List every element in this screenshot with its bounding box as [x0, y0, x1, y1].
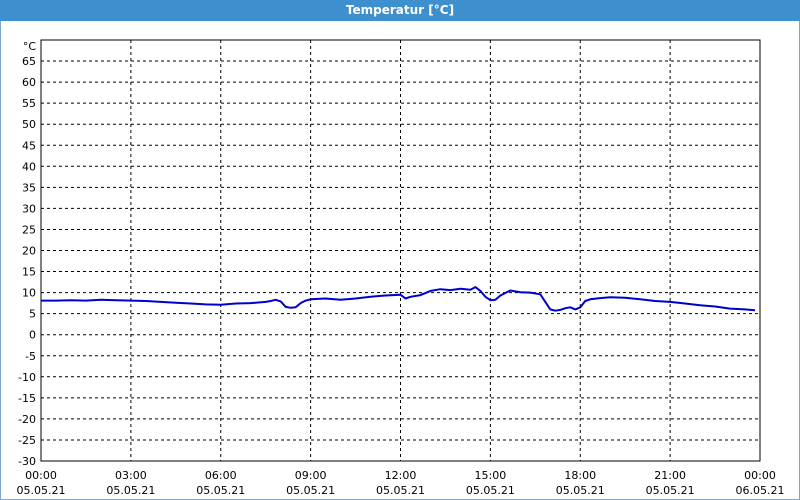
y-tick-label: 10: [22, 287, 36, 300]
x-tick-time-label: 00:00: [744, 469, 776, 482]
y-tick-label: 0: [29, 329, 36, 342]
y-tick-label: 65: [22, 55, 36, 68]
y-tick-label: 40: [22, 160, 36, 173]
y-axis-unit-label: °C: [23, 40, 37, 53]
y-tick-label: -5: [25, 350, 36, 363]
x-tick-date-label: 05.05.21: [556, 484, 605, 497]
y-tick-label: 20: [22, 245, 36, 258]
y-tick-label: -30: [18, 455, 36, 468]
x-tick-date-label: 05.05.21: [466, 484, 515, 497]
x-tick-date-label: 05.05.21: [286, 484, 335, 497]
x-tick-date-label: 06.05.21: [736, 484, 785, 497]
x-tick-time-label: 12:00: [385, 469, 417, 482]
x-tick-date-label: 05.05.21: [646, 484, 695, 497]
y-tick-label: 5: [29, 308, 36, 321]
x-tick-date-label: 05.05.21: [196, 484, 245, 497]
y-tick-label: 60: [22, 76, 36, 89]
x-tick-date-label: 05.05.21: [106, 484, 155, 497]
chart-title: Temperatur [°C]: [0, 0, 800, 21]
x-tick-time-label: 18:00: [564, 469, 596, 482]
x-tick-date-label: 05.05.21: [17, 484, 66, 497]
x-tick-time-label: 15:00: [475, 469, 507, 482]
x-tick-date-label: 05.05.21: [376, 484, 425, 497]
y-tick-label: 35: [22, 181, 36, 194]
y-tick-label: 50: [22, 118, 36, 131]
y-tick-label: -15: [18, 392, 36, 405]
temperature-series-line: [41, 286, 756, 312]
y-tick-label: -20: [18, 413, 36, 426]
y-tick-label: -10: [18, 371, 36, 384]
x-tick-time-label: 09:00: [295, 469, 327, 482]
y-tick-label: 15: [22, 266, 36, 279]
x-tick-time-label: 03:00: [115, 469, 147, 482]
x-tick-time-label: 00:00: [25, 469, 57, 482]
y-tick-label: 30: [22, 202, 36, 215]
y-tick-label: 25: [22, 223, 36, 236]
x-tick-time-label: 06:00: [205, 469, 237, 482]
x-tick-time-label: 21:00: [654, 469, 686, 482]
y-tick-label: 55: [22, 97, 36, 110]
y-tick-label: -25: [18, 434, 36, 447]
y-tick-label: 45: [22, 139, 36, 152]
